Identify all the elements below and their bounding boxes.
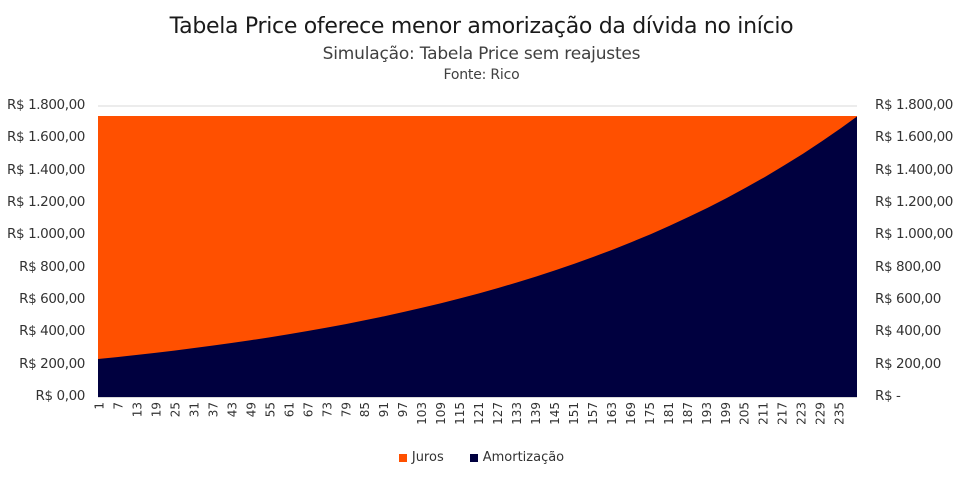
x-tick-label: 73 bbox=[320, 402, 334, 417]
y-tick-label-right: R$ 600,00 bbox=[875, 291, 941, 307]
x-tick-label: 103 bbox=[415, 402, 429, 425]
x-tick-label: 121 bbox=[472, 402, 486, 425]
x-tick-label: 97 bbox=[396, 402, 410, 417]
y-tick-label-left: R$ 0,00 bbox=[35, 388, 85, 404]
y-tick-label-right: R$ 400,00 bbox=[875, 323, 941, 340]
x-tick-label: 217 bbox=[776, 402, 790, 425]
x-tick-label: 19 bbox=[150, 402, 164, 417]
y-tick-label-left: R$ 600,00 bbox=[19, 291, 85, 307]
x-tick-label: 205 bbox=[738, 402, 752, 425]
x-tick-label: 7 bbox=[112, 402, 126, 410]
x-tick-label: 13 bbox=[131, 402, 145, 417]
y-tick-label-left: R$ 800,00 bbox=[19, 258, 85, 275]
legend-label-amortizacao: Amortização bbox=[482, 450, 565, 465]
x-tick-label: 37 bbox=[206, 402, 220, 417]
x-tick-label: 223 bbox=[795, 402, 809, 425]
y-tick-label-right: R$ 800,00 bbox=[875, 258, 941, 275]
x-tick-label: 127 bbox=[491, 402, 505, 425]
x-tick-label: 169 bbox=[624, 402, 638, 425]
x-tick-label: 43 bbox=[225, 402, 239, 417]
x-tick-label: 49 bbox=[244, 402, 258, 417]
chart-source: Fonte: Rico bbox=[443, 67, 520, 83]
x-tick-label: 229 bbox=[814, 402, 828, 425]
y-tick-label-right: R$ 1.800,00 bbox=[875, 97, 953, 113]
chart-title: Tabela Price oferece menor amorização da… bbox=[169, 14, 794, 39]
juros-swatch-icon bbox=[398, 453, 407, 462]
x-tick-label: 181 bbox=[662, 402, 676, 425]
x-tick-label: 151 bbox=[567, 402, 581, 425]
y-tick-label-right: R$ 1.600,00 bbox=[875, 129, 953, 146]
x-tick-label: 31 bbox=[187, 402, 201, 417]
y-tick-label-left: R$ 1.400,00 bbox=[7, 161, 85, 178]
x-tick-label: 67 bbox=[301, 402, 315, 417]
y-tick-label-right: R$ 1.400,00 bbox=[875, 161, 953, 178]
x-tick-label: 115 bbox=[453, 402, 467, 425]
chart-subtitle: Simulação: Tabela Price sem reajustes bbox=[322, 44, 641, 64]
x-tick-label: 211 bbox=[757, 402, 771, 425]
x-tick-label: 139 bbox=[529, 402, 543, 425]
y-tick-label-right: R$ 1.200,00 bbox=[875, 194, 953, 210]
x-tick-label: 109 bbox=[434, 402, 448, 425]
amortizacao-area bbox=[98, 116, 857, 397]
legend: Juros Amortização bbox=[0, 450, 963, 465]
x-tick-label: 235 bbox=[833, 402, 847, 425]
x-tick-label: 163 bbox=[605, 402, 619, 425]
y-tick-label-left: R$ 1.200,00 bbox=[7, 194, 85, 210]
y-tick-label-left: R$ 1.000,00 bbox=[7, 226, 85, 243]
x-tick-label: 61 bbox=[282, 402, 296, 417]
amortizacao-swatch-icon bbox=[469, 453, 478, 462]
x-tick-label: 145 bbox=[548, 402, 562, 425]
legend-item-juros: Juros bbox=[398, 450, 444, 465]
y-tick-label-right: R$ 200,00 bbox=[875, 355, 941, 372]
x-tick-label: 79 bbox=[339, 402, 353, 417]
x-axis-labels: 1 7 13 19 25 31 37 43 49 55 61 67 73 79 85 91 97 103 109 11… bbox=[93, 402, 847, 425]
x-tick-label: 175 bbox=[643, 402, 657, 425]
legend-item-amortizacao: Amortização bbox=[469, 450, 565, 465]
x-tick-label: 25 bbox=[168, 402, 182, 417]
x-tick-label: 1 bbox=[93, 402, 107, 410]
y-tick-label-left: R$ 400,00 bbox=[19, 323, 85, 340]
y-tick-label-right: R$ 1.000,00 bbox=[875, 226, 953, 243]
y-tick-label-right: R$ - bbox=[875, 388, 901, 404]
x-tick-label: 91 bbox=[377, 402, 391, 417]
x-tick-label: 199 bbox=[719, 402, 733, 425]
x-tick-label: 85 bbox=[358, 402, 372, 417]
y-tick-label-left: R$ 1.600,00 bbox=[7, 129, 85, 146]
legend-label-juros: Juros bbox=[411, 450, 444, 465]
y-tick-label-left: R$ 200,00 bbox=[19, 355, 85, 372]
x-tick-label: 193 bbox=[700, 402, 714, 425]
x-tick-label: 55 bbox=[263, 402, 277, 417]
y-tick-label-left: R$ 1.800,00 bbox=[7, 97, 85, 113]
x-tick-label: 157 bbox=[586, 402, 600, 425]
x-tick-label: 187 bbox=[681, 402, 695, 425]
x-tick-label: 133 bbox=[510, 402, 524, 425]
